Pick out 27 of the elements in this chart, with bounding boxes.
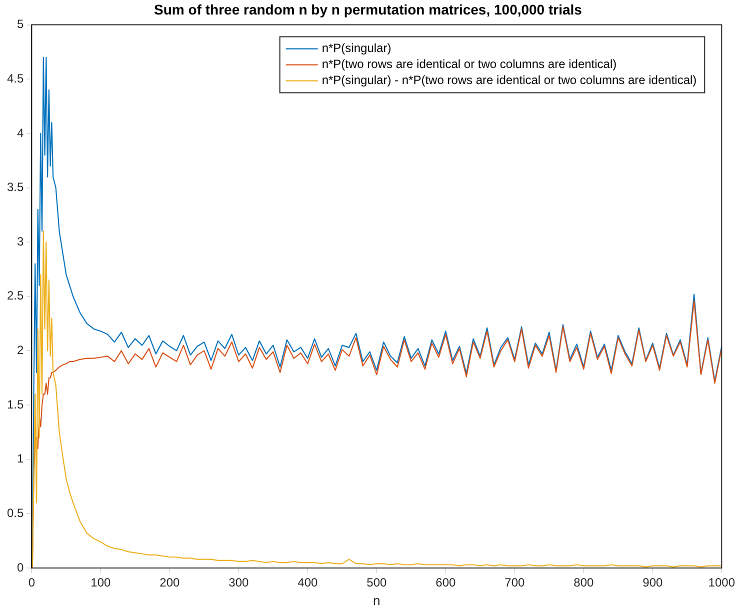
y-tick-label: 3 bbox=[16, 234, 24, 248]
legend-label: n*P(singular) bbox=[322, 41, 392, 56]
y-tick-label: 2.5 bbox=[6, 288, 24, 303]
y-tick-label: 3.5 bbox=[6, 180, 24, 194]
y-tick-label: 2 bbox=[16, 343, 24, 358]
y-tick-label: 0.5 bbox=[6, 506, 24, 520]
x-tick-label: 400 bbox=[298, 576, 318, 590]
x-tick-label: 100 bbox=[90, 576, 112, 590]
y-tick-label: 0 bbox=[16, 560, 24, 574]
x-tick-label: 800 bbox=[574, 576, 594, 590]
x-tick-label: 0 bbox=[28, 576, 36, 590]
x-tick-label: 200 bbox=[160, 576, 180, 590]
x-tick-label: 1000 bbox=[708, 576, 736, 590]
chart-title: Sum of three random n by n permutation matrices, 100,000 trials bbox=[154, 1, 582, 18]
x-tick-label: 500 bbox=[366, 576, 387, 590]
y-tick-label: 5 bbox=[16, 17, 24, 32]
x-axis-title: n bbox=[373, 592, 380, 608]
x-tick-label: 300 bbox=[228, 576, 250, 590]
x-tick-label: 700 bbox=[504, 576, 525, 590]
legend-label: n*P(two rows are identical or two columns are identical) bbox=[322, 57, 617, 72]
x-tick-label: 600 bbox=[436, 576, 456, 590]
legend-label: n*P(singular) - n*P(two rows are identical or two columns are identical) bbox=[322, 73, 697, 88]
x-tick-label: 900 bbox=[642, 576, 663, 590]
y-tick-label: 1 bbox=[16, 452, 24, 466]
y-tick-label: 1.5 bbox=[6, 397, 24, 412]
y-tick-label: 4 bbox=[16, 126, 24, 140]
y-tick-label: 4.5 bbox=[6, 71, 24, 86]
